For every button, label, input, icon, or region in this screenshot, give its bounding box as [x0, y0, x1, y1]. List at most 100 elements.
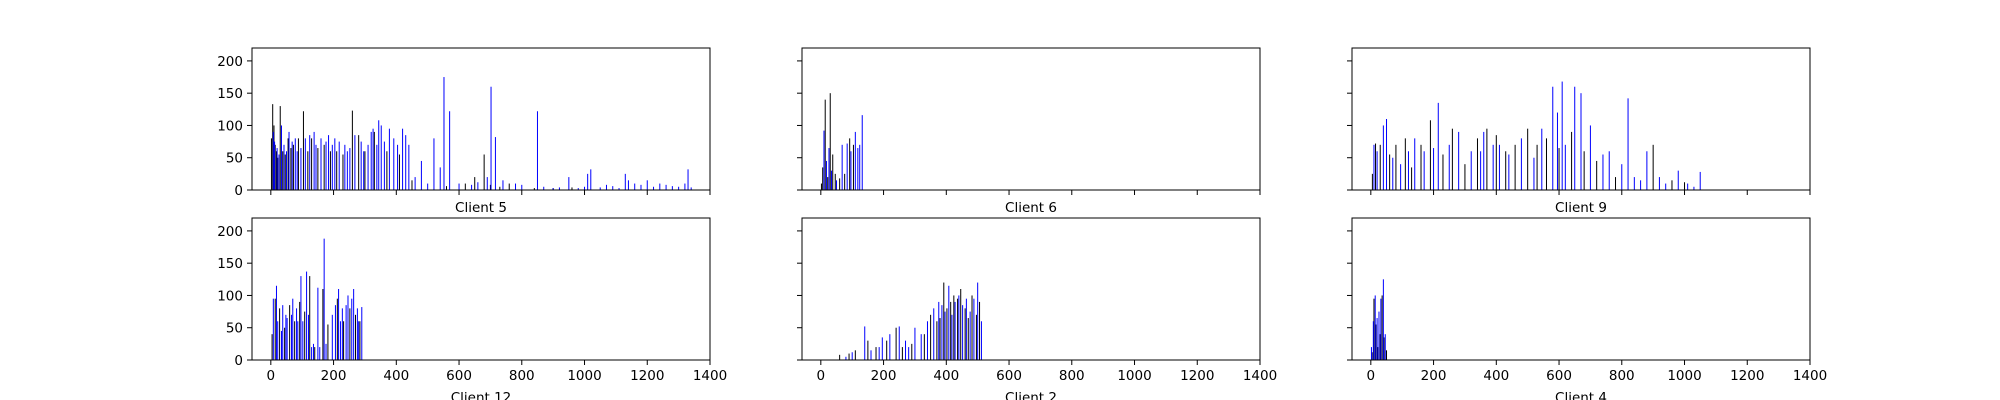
bar — [383, 141, 385, 190]
bar — [317, 148, 319, 190]
bar — [1505, 151, 1507, 190]
bar — [1492, 144, 1494, 190]
bar — [571, 187, 573, 190]
bar — [398, 154, 400, 190]
bar — [653, 186, 655, 190]
bar — [659, 183, 661, 190]
bar — [830, 170, 832, 190]
x-tick-label: 200 — [1421, 368, 1447, 384]
bar — [282, 151, 284, 190]
bar — [864, 326, 866, 360]
bar — [960, 289, 962, 360]
bar — [1376, 318, 1378, 360]
bar — [1687, 183, 1689, 190]
x-tick-label: 1200 — [630, 368, 664, 384]
bar — [612, 186, 614, 190]
bar — [969, 311, 971, 360]
bar — [443, 77, 445, 190]
bar — [338, 289, 340, 360]
bar — [315, 144, 317, 190]
bar — [380, 125, 382, 190]
bar — [336, 151, 338, 190]
bar — [314, 347, 316, 360]
bar — [1508, 154, 1510, 190]
bar — [627, 180, 629, 190]
bar — [690, 187, 692, 190]
bar — [272, 104, 274, 190]
bar — [490, 86, 492, 190]
bar — [605, 184, 607, 190]
bar — [1574, 86, 1576, 190]
bar — [363, 151, 365, 190]
x-tick-label: 800 — [1059, 368, 1085, 384]
bar — [338, 141, 340, 190]
bar — [327, 324, 329, 360]
bar — [824, 99, 826, 190]
bar — [351, 110, 353, 190]
bar — [543, 186, 545, 190]
bar — [445, 186, 447, 190]
bar — [820, 183, 822, 190]
bar — [1414, 138, 1416, 190]
bar — [297, 138, 299, 190]
bar — [1541, 128, 1543, 190]
bar — [1520, 138, 1522, 190]
bar — [1433, 148, 1435, 190]
bar — [331, 144, 333, 190]
bar — [851, 352, 853, 360]
bar — [359, 321, 361, 360]
bar — [684, 183, 686, 190]
bar — [474, 177, 476, 190]
bar — [1442, 154, 1444, 190]
bar — [279, 106, 281, 190]
bar — [944, 311, 946, 360]
x-tick-label: 1200 — [1180, 368, 1214, 384]
bar — [304, 138, 306, 190]
bar — [1379, 144, 1381, 190]
bar — [845, 356, 847, 360]
bar — [376, 144, 378, 190]
bar — [1382, 125, 1384, 190]
panel-title: Client 2 — [1005, 390, 1057, 400]
bar — [402, 128, 404, 190]
bar — [292, 144, 294, 190]
bar — [286, 318, 288, 360]
bar — [1377, 347, 1379, 360]
bar — [849, 138, 851, 190]
x-tick-label: 0 — [1367, 368, 1376, 384]
bar — [1652, 144, 1654, 190]
panel-title: Client 5 — [455, 200, 507, 216]
bar — [936, 321, 938, 360]
bar — [939, 318, 941, 360]
x-tick-label: 1000 — [1117, 368, 1151, 384]
bar — [898, 326, 900, 360]
bar — [319, 347, 321, 360]
bar — [515, 183, 517, 190]
bar — [930, 314, 932, 360]
x-tick-label: 400 — [933, 368, 959, 384]
bar — [270, 138, 272, 190]
bar — [358, 135, 360, 190]
bar — [347, 295, 349, 360]
bar — [1495, 135, 1497, 190]
bar — [477, 182, 479, 190]
bar — [957, 298, 959, 360]
bar — [1693, 186, 1695, 190]
bar — [521, 184, 523, 190]
bar — [1602, 154, 1604, 190]
x-tick-label: 800 — [1609, 368, 1635, 384]
bar — [886, 340, 888, 360]
bar — [320, 138, 322, 190]
subplot-client-12: 0 200 400 600 800 1000 1200 1400 0 50 100 150 200 Cli… — [217, 217, 727, 400]
bar — [1437, 102, 1439, 190]
axes-frame — [1351, 217, 1811, 361]
bar — [304, 311, 306, 360]
bar — [1371, 352, 1373, 360]
bar — [373, 131, 375, 190]
bar — [483, 154, 485, 190]
bar — [558, 187, 560, 190]
bar — [291, 141, 293, 190]
bar — [1451, 128, 1453, 190]
bar — [678, 186, 680, 190]
bar — [905, 340, 907, 360]
